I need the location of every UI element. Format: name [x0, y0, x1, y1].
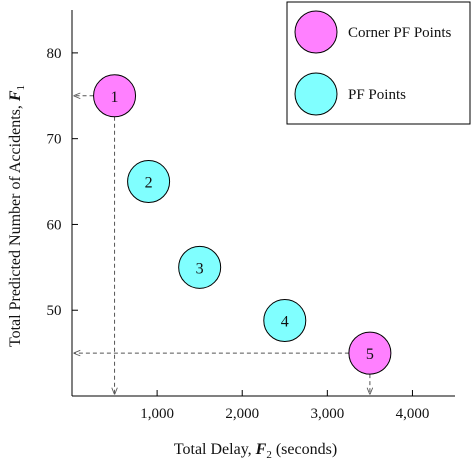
legend-label: PF Points — [348, 87, 406, 103]
x-axis-title-prefix: Total Delay, — [174, 441, 256, 458]
y-tick-label: 50 — [47, 303, 62, 319]
x-tick-label: 1,000 — [140, 406, 174, 422]
y-tick-label: 80 — [47, 46, 62, 62]
plot-area — [71, 10, 455, 397]
data-point-circle — [178, 245, 222, 289]
data-point-label: 2 — [145, 175, 153, 192]
legend-marker — [294, 72, 338, 116]
data-point-circle — [127, 160, 171, 204]
data-point-circle — [93, 74, 137, 118]
data-points: 1 5 2 3 4 — [93, 74, 392, 375]
data-point-label: 4 — [281, 314, 289, 331]
x-tick-label: 4,000 — [396, 406, 430, 422]
legend-label: Corner PF Points — [348, 25, 452, 41]
x-tick-label: 2,000 — [225, 406, 259, 422]
y-axis-title-prefix: Total Predicted Number of Accidents, — [7, 101, 24, 347]
data-point-label: 3 — [196, 260, 204, 277]
x-axis-title-sub: 2 — [266, 449, 272, 461]
x-axis-title-var: F — [255, 441, 267, 458]
reference-lines — [74, 96, 370, 394]
data-point-label: 5 — [366, 346, 374, 363]
y-tick-label: 70 — [47, 132, 62, 148]
x-axis-title-suffix: (seconds) — [272, 441, 337, 458]
legend: Corner PF Points PF Points — [286, 1, 471, 125]
data-point-label: 1 — [111, 89, 119, 106]
data-point-circle — [348, 331, 392, 375]
x-axis-title: Total Delay, F2 (seconds) — [174, 441, 337, 461]
data-point-circle — [263, 299, 307, 343]
x-tick-label: 3,000 — [310, 406, 344, 422]
y-tick-label: 60 — [47, 217, 62, 233]
y-axis-title: Total Predicted Number of Accidents, F1 — [7, 85, 27, 347]
y-axis-title-var: F — [7, 90, 24, 102]
axes: 1,000 2,000 3,000 4,000 50 60 70 80 Total Delay,… — [7, 46, 429, 461]
legend-marker — [294, 10, 338, 54]
y-axis-title-sub: 1 — [15, 85, 27, 91]
